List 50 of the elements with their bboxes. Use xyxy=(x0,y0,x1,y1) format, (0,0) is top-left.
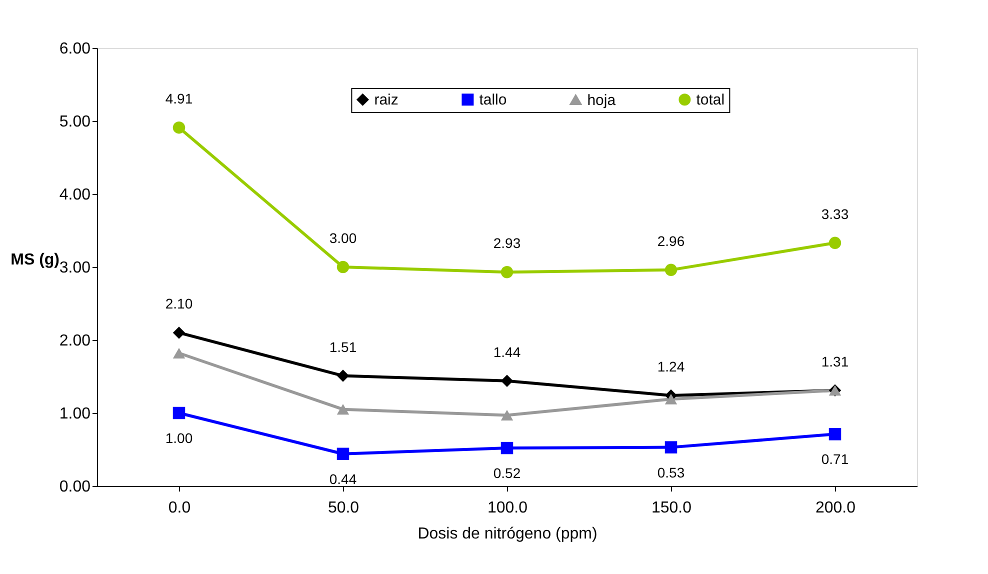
data-label: 0.53 xyxy=(657,464,685,480)
data-label: 3.33 xyxy=(821,206,849,222)
data-label: 2.10 xyxy=(165,296,193,312)
data-label: 4.91 xyxy=(165,90,193,107)
point xyxy=(172,326,186,339)
point xyxy=(172,406,186,420)
data-label: 2.93 xyxy=(493,235,521,252)
legend-label: tallo xyxy=(479,92,507,109)
point xyxy=(500,410,514,420)
x-tick-label: 200.0 xyxy=(815,500,856,516)
data-label: 3.00 xyxy=(329,230,357,246)
point xyxy=(336,448,350,460)
legend-label: hoja xyxy=(587,92,616,109)
y-tick-label: 5.00 xyxy=(59,114,91,130)
y-tick-label: 4.00 xyxy=(59,186,91,204)
point xyxy=(664,264,678,276)
point xyxy=(336,260,350,274)
point xyxy=(336,404,350,415)
y-tick-label: 6.00 xyxy=(59,40,91,58)
point xyxy=(664,394,678,404)
point xyxy=(172,348,186,358)
point xyxy=(500,374,514,388)
y-tick-label: 0.00 xyxy=(59,478,91,496)
data-label: 1.24 xyxy=(657,358,685,374)
point xyxy=(828,236,842,250)
point xyxy=(664,441,678,454)
legend-label: total xyxy=(696,92,725,109)
point xyxy=(336,370,350,382)
point xyxy=(172,121,186,134)
x-axis-title: Dosis de nitrógeno (ppm) xyxy=(418,526,598,542)
y-axis-title: MS (g) xyxy=(10,252,60,268)
data-label: 1.51 xyxy=(329,338,357,355)
data-label: 0.44 xyxy=(329,470,357,487)
legend-label: raiz xyxy=(374,92,398,109)
data-label: 2.96 xyxy=(657,232,685,249)
point xyxy=(500,442,514,454)
y-tick-label: 1.00 xyxy=(59,406,91,422)
y-tick-label: 2.00 xyxy=(59,332,91,350)
x-tick-label: 0.0 xyxy=(168,500,191,516)
data-label: 1.31 xyxy=(821,353,849,370)
x-tick-label: 150.0 xyxy=(651,500,692,516)
data-label: 1.44 xyxy=(493,344,521,360)
point xyxy=(500,266,514,278)
y-tick-label: 3.00 xyxy=(59,260,91,276)
data-label: 1.00 xyxy=(165,430,193,446)
point xyxy=(828,428,842,440)
x-tick-label: 100.0 xyxy=(487,500,528,516)
x-tick-label: 50.0 xyxy=(328,500,360,516)
data-label: 0.52 xyxy=(493,465,521,482)
data-label: 0.71 xyxy=(821,451,849,468)
